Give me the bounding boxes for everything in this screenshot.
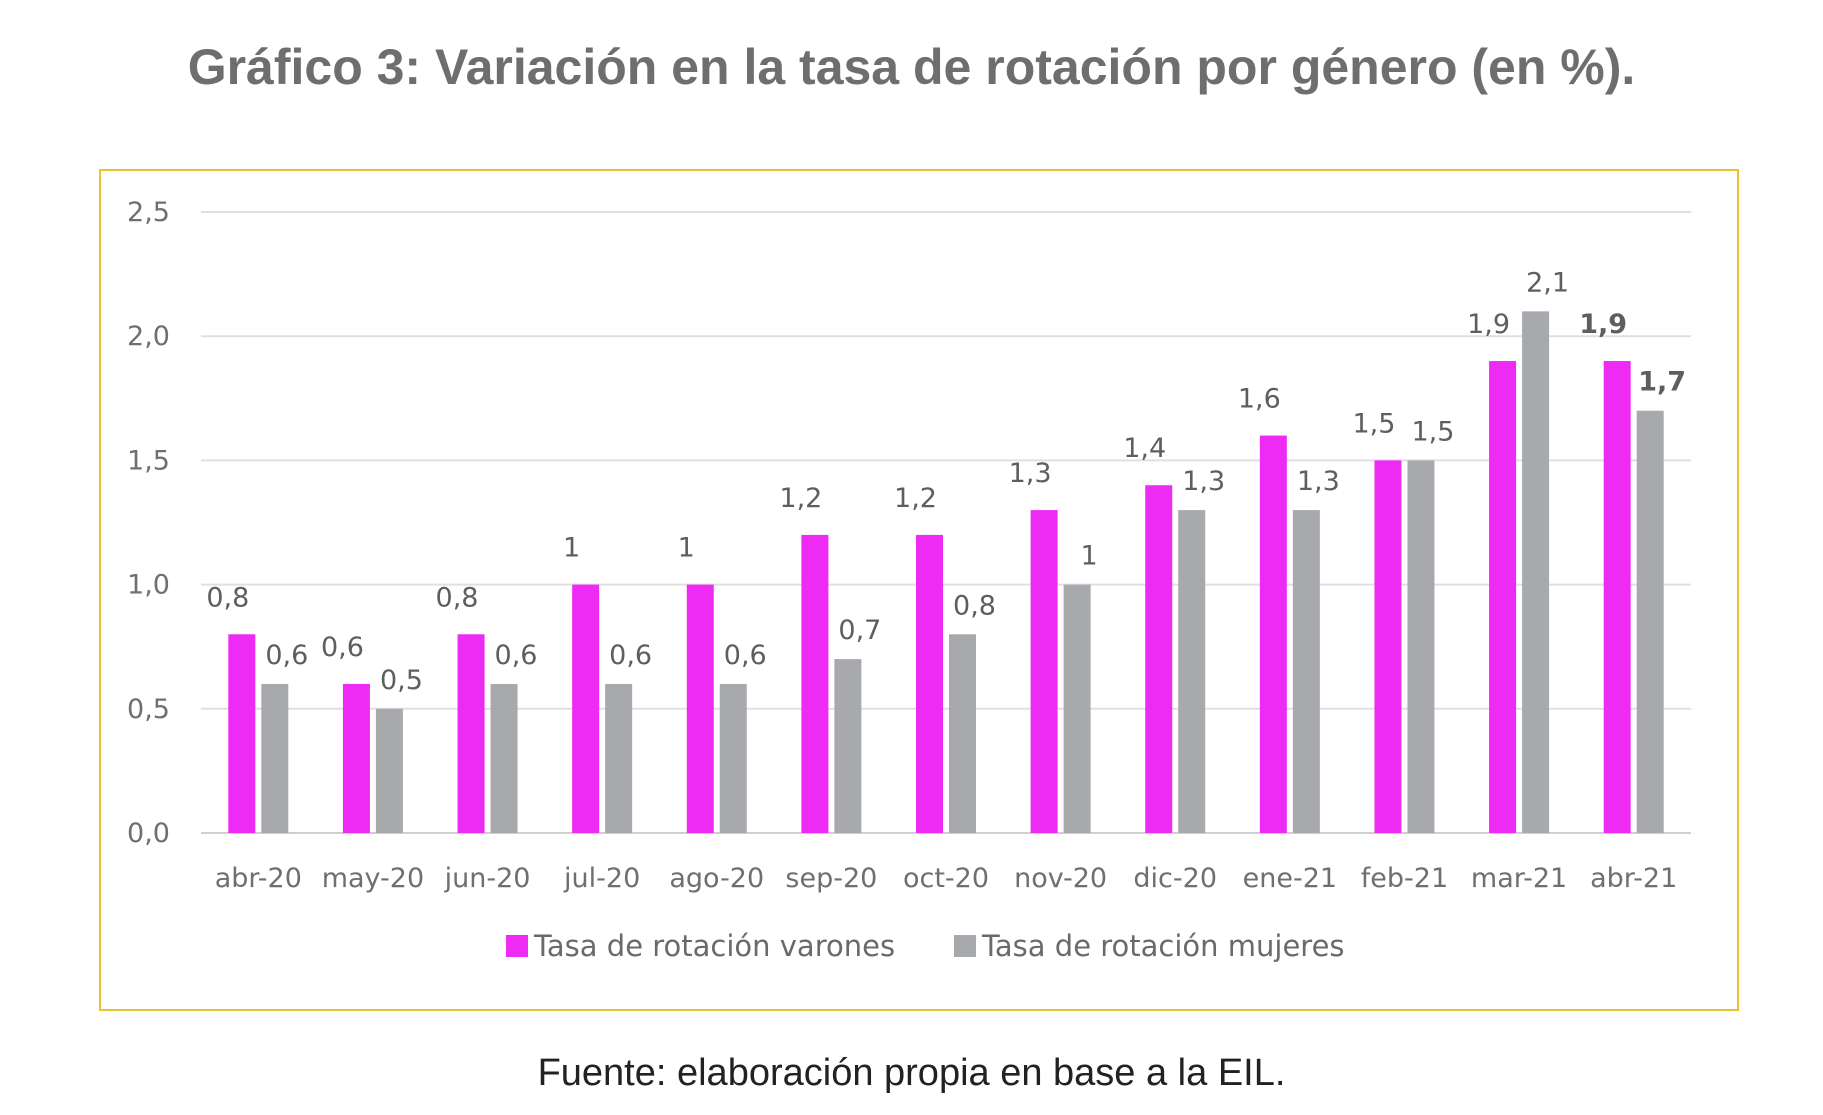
bar-mujeres <box>1522 311 1550 833</box>
x-tick-label: jul-20 <box>563 863 640 894</box>
x-tick-label: may-20 <box>322 863 424 894</box>
data-label-mujeres: 0,7 <box>838 615 881 646</box>
bar-varones <box>1259 435 1287 833</box>
x-tick-label: abr-21 <box>1590 863 1677 894</box>
data-label-varones: 1,5 <box>1352 408 1395 439</box>
bar-mujeres <box>834 659 862 833</box>
bar-varones <box>1489 361 1517 833</box>
bars <box>228 311 1664 833</box>
data-label-varones: 1,2 <box>779 483 822 514</box>
bar-mujeres <box>1636 410 1664 833</box>
x-tick-label: ago-20 <box>669 863 764 894</box>
data-label-varones: 1,9 <box>1579 309 1627 340</box>
data-label-varones: 1,6 <box>1238 384 1281 415</box>
legend-swatch <box>954 935 976 957</box>
x-tick-label: abr-20 <box>215 863 302 894</box>
bar-varones <box>1603 361 1631 833</box>
data-label-varones: 1 <box>678 533 695 564</box>
bar-varones <box>1145 485 1173 833</box>
data-label-mujeres: 1,3 <box>1182 466 1225 497</box>
legend-label: Tasa de rotación mujeres <box>981 929 1345 963</box>
data-label-mujeres: 0,6 <box>724 640 767 671</box>
bar-mujeres <box>1063 584 1091 833</box>
y-tick-label: 1,0 <box>127 570 170 601</box>
bar-varones <box>457 634 485 833</box>
data-label-mujeres: 1,7 <box>1638 367 1686 398</box>
data-labels: 0,8 0,6 0,6 0,5 0,8 0,6 1 0,6 1 0,6 1,2 0,7 1,2 0,8 1,… <box>206 267 1686 695</box>
data-label-varones: 0,6 <box>321 632 364 663</box>
data-label-mujeres: 1,3 <box>1297 466 1340 497</box>
x-tick-label: sep-20 <box>785 863 877 894</box>
data-label-mujeres: 0,6 <box>265 640 308 671</box>
legend-label: Tasa de rotación varones <box>533 929 895 963</box>
y-tick-label: 1,5 <box>127 445 170 476</box>
x-axis: abr-20 may-20 jun-20 jul-20 ago-20 sep-20 oct-… <box>215 863 1678 894</box>
bar-varones <box>572 584 600 833</box>
bar-varones <box>1374 460 1402 833</box>
x-tick-label: feb-21 <box>1361 863 1448 894</box>
y-tick-label: 0,0 <box>127 818 170 849</box>
data-label-varones: 0,8 <box>206 582 249 613</box>
bar-mujeres <box>1407 460 1435 833</box>
bar-mujeres <box>605 683 633 833</box>
data-label-varones: 1,3 <box>1009 458 1052 489</box>
data-label-varones: 1 <box>563 533 580 564</box>
bar-mujeres <box>375 708 403 833</box>
gridlines <box>201 211 1691 834</box>
bar-mujeres <box>1292 510 1320 833</box>
x-tick-label: oct-20 <box>903 863 989 894</box>
bar-mujeres <box>949 634 976 833</box>
bar-varones <box>342 683 370 833</box>
bar-chart: 0,00,51,01,52,02,5 0,80,6 0,60,50,80,610,… <box>127 197 1691 963</box>
bar-mujeres <box>261 683 289 833</box>
data-label-varones: 0,8 <box>436 582 479 613</box>
data-label-varones: 1,9 <box>1467 309 1510 340</box>
data-label-mujeres: 0,6 <box>495 640 538 671</box>
x-tick-label: dic-20 <box>1133 863 1217 894</box>
chart-frame <box>99 169 1739 1011</box>
x-tick-label: nov-20 <box>1014 863 1107 894</box>
data-label-mujeres: 0,6 <box>609 640 652 671</box>
bar-mujeres <box>719 683 747 833</box>
bar-varones <box>1030 510 1058 833</box>
legend-swatch <box>506 935 528 957</box>
bar-varones <box>228 634 256 833</box>
bar-mujeres <box>1178 510 1206 833</box>
bar-varones <box>686 584 714 833</box>
bar-varones <box>916 534 943 833</box>
data-label-mujeres: 0,8 <box>953 590 996 621</box>
source-note: Fuente: elaboración propia en base a la … <box>537 1052 1286 1094</box>
legend: Tasa de rotación varones Tasa de rotación… <box>506 929 1345 963</box>
x-tick-label: jun-20 <box>444 863 531 894</box>
bar-mujeres <box>490 683 518 833</box>
x-tick-label: mar-21 <box>1471 863 1567 894</box>
chart-title: Gráfico 3: Variación en la tasa de rotac… <box>187 39 1636 95</box>
data-label-mujeres: 1,5 <box>1411 416 1454 447</box>
y-tick-label: 0,5 <box>127 694 170 725</box>
data-label-mujeres: 1 <box>1081 541 1098 572</box>
data-label-mujeres: 2,1 <box>1526 267 1569 298</box>
y-tick-label: 2,0 <box>127 321 170 352</box>
x-tick-label: ene-21 <box>1243 863 1337 894</box>
y-tick-label: 2,5 <box>127 197 170 228</box>
y-axis: 0,0 0,5 1,0 1,5 2,0 2,5 <box>127 197 170 849</box>
data-label-mujeres: 0,5 <box>380 665 423 696</box>
bar-varones <box>801 534 829 833</box>
data-label-varones: 1,2 <box>894 483 937 514</box>
data-label-varones: 1,4 <box>1123 433 1166 464</box>
